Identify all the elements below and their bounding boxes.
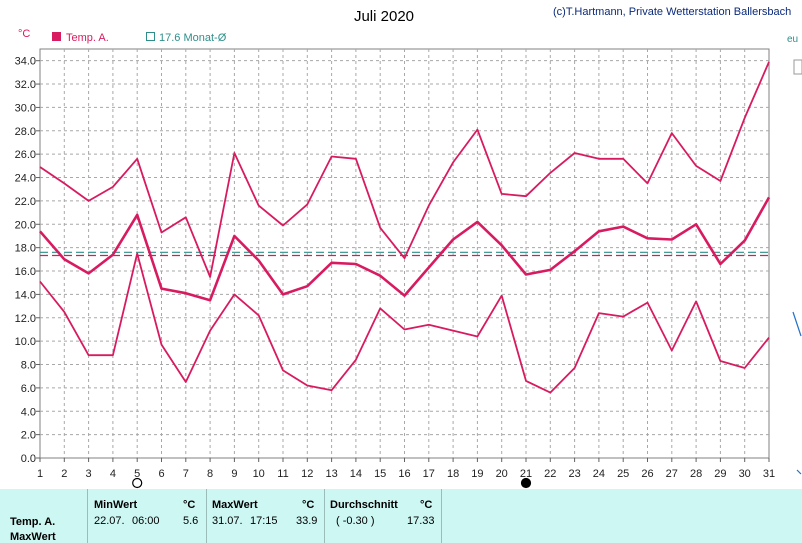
y-tick-label: 30.0 [15, 102, 36, 114]
y-tick-label: 12.0 [15, 313, 36, 325]
avg-unit: °C [420, 499, 433, 511]
min-value: 5.6 [183, 515, 199, 527]
x-tick-label: 12 [301, 468, 313, 480]
x-tick-label: 4 [110, 468, 116, 480]
y-tick-label: 26.0 [15, 149, 36, 161]
y-tick-label: 14.0 [15, 289, 36, 301]
x-axis: 1 2 3 4 5 6 7 8 9 10 11 12 13 14 15 16 17 18 19 20 21 22 23 24 2… [37, 458, 775, 480]
x-tick-label: 29 [714, 468, 726, 480]
new-moon-icon [520, 477, 532, 489]
y-tick-label: 24.0 [15, 173, 36, 185]
x-tick-label: 2 [61, 468, 67, 480]
divider [206, 489, 207, 543]
max-time: 17:15 [250, 515, 278, 527]
series [39, 61, 771, 394]
x-tick-label: 9 [231, 468, 237, 480]
full-moon-icon [132, 477, 143, 489]
row-label-temp: Temp. A. [10, 516, 56, 528]
min-header: MinWert [94, 499, 138, 511]
x-tick-label: 19 [471, 468, 483, 480]
chart-title: Juli 2020 [354, 8, 414, 25]
y-tick-label: 0.0 [21, 453, 36, 465]
divider [441, 489, 442, 543]
x-tick-label: 30 [739, 468, 751, 480]
x-tick-label: 7 [183, 468, 189, 480]
x-tick-label: 31 [763, 468, 775, 480]
x-tick-label: 10 [253, 468, 265, 480]
min-date: 22.07. [94, 515, 125, 527]
y-tick-label: 16.0 [15, 266, 36, 278]
y-axis-unit: °C [18, 28, 30, 40]
x-tick-label: 23 [568, 468, 580, 480]
series-line-max [39, 61, 770, 278]
scroll-mark-top [793, 59, 802, 75]
x-tick-label: 18 [447, 468, 459, 480]
edge-line [792, 311, 802, 337]
stats-panel: Temp. A. MaxWert MinWert °C 22.07. 06:00… [0, 489, 802, 543]
y-tick-label: 18.0 [15, 243, 36, 255]
x-tick-label: 14 [350, 468, 362, 480]
avg-delta: ( -0.30 ) [336, 515, 375, 527]
min-unit: °C [183, 499, 196, 511]
legend-swatch-temp [52, 32, 61, 41]
y-tick-label: 34.0 [15, 56, 36, 68]
clipped-label: eu [787, 34, 798, 45]
x-tick-label: 26 [641, 468, 653, 480]
divider [324, 489, 325, 543]
max-date: 31.07. [212, 515, 243, 527]
row-label-max: MaxWert [10, 531, 56, 543]
x-tick-label: 28 [690, 468, 702, 480]
moon-phases [132, 477, 532, 489]
x-tick-label: 6 [158, 468, 164, 480]
avg-header: Durchschnitt [330, 499, 398, 511]
y-tick-label: 2.0 [21, 430, 36, 442]
chart: Juli 2020 (c)T.Hartmann, Private Wetters… [15, 6, 802, 489]
legend-label-month-avg: 17.6 Monat-Ø [159, 32, 227, 44]
y-tick-label: 32.0 [15, 79, 36, 91]
reference-lines [40, 251, 769, 257]
y-tick-label: 22.0 [15, 196, 36, 208]
min-time: 06:00 [132, 515, 160, 527]
x-tick-label: 15 [374, 468, 386, 480]
legend-swatch-month-avg [146, 32, 155, 41]
avg-value: 17.33 [407, 515, 435, 527]
series-line-min [39, 252, 770, 394]
x-tick-label: 1 [37, 468, 43, 480]
y-axis: 0.0 2.0 4.0 6.0 8.0 10.0 12.0 14.0 16.0 18.0 20.0 2… [15, 56, 40, 465]
x-tick-label: 25 [617, 468, 629, 480]
divider [87, 489, 88, 543]
x-tick-label: 27 [666, 468, 678, 480]
x-tick-label: 13 [325, 468, 337, 480]
x-tick-label: 16 [398, 468, 410, 480]
series-line-avg [39, 196, 771, 302]
x-tick-label: 3 [86, 468, 92, 480]
x-tick-label: 24 [593, 468, 605, 480]
x-tick-label: 5 [134, 468, 140, 480]
y-tick-label: 4.0 [21, 406, 36, 418]
x-tick-label: 21 [520, 468, 532, 480]
x-tick-label: 22 [544, 468, 556, 480]
y-tick-label: 10.0 [15, 336, 36, 348]
y-tick-label: 6.0 [21, 383, 36, 395]
legend: Temp. A. 17.6 Monat-Ø [52, 32, 227, 44]
legend-label-temp: Temp. A. [66, 32, 109, 44]
x-tick-label: 8 [207, 468, 213, 480]
max-value: 33.9 [296, 515, 318, 527]
edge-line-2 [796, 469, 802, 475]
max-unit: °C [302, 499, 315, 511]
x-tick-label: 20 [496, 468, 508, 480]
max-header: MaxWert [212, 499, 258, 511]
x-tick-label: 11 [277, 468, 288, 480]
y-tick-label: 28.0 [15, 126, 36, 138]
x-tick-label: 17 [423, 468, 435, 480]
credit-text: (c)T.Hartmann, Private Wetterstation Bal… [553, 6, 791, 18]
y-tick-label: 8.0 [21, 360, 36, 372]
y-tick-label: 20.0 [15, 219, 36, 231]
